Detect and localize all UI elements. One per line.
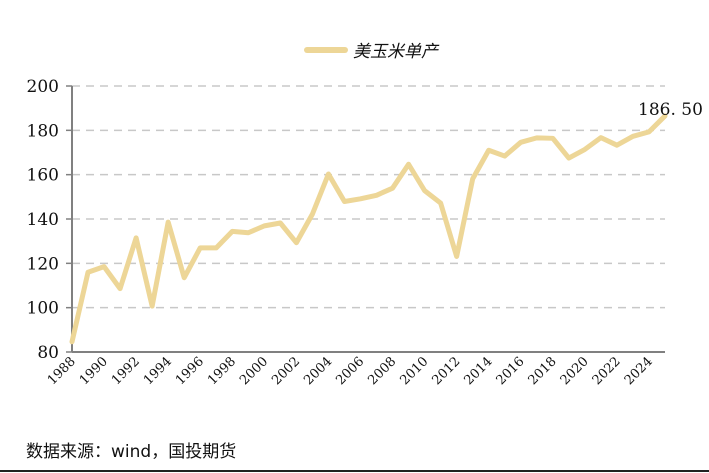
- x-tick-label: 2006: [333, 354, 367, 388]
- x-tick-label: 1998: [205, 354, 239, 388]
- x-tick-label: 1996: [173, 354, 207, 388]
- x-tick-label: 2004: [301, 354, 335, 388]
- x-tick-label: 2008: [365, 354, 399, 388]
- x-tick-label: 2016: [494, 354, 528, 388]
- x-tick-label: 2014: [462, 354, 496, 388]
- y-tick-label: 200: [27, 77, 59, 97]
- x-tick-label: 1990: [77, 354, 111, 388]
- series-line: [69, 113, 668, 345]
- x-tick-label: 2002: [269, 354, 303, 388]
- x-tick-label: 2012: [429, 354, 463, 388]
- y-tick-label: 100: [27, 299, 59, 319]
- y-tick-label: 80: [37, 343, 59, 363]
- x-tick-label: 2000: [237, 354, 271, 388]
- x-tick-label: 2024: [622, 354, 656, 388]
- y-tick-label: 140: [27, 210, 59, 230]
- y-tick-label: 120: [27, 254, 59, 274]
- data-label: 186. 50: [638, 100, 703, 120]
- y-tick-label: 160: [27, 166, 59, 186]
- y-tick-label: 180: [27, 121, 59, 141]
- bottom-divider: [0, 470, 709, 472]
- source-note: 数据来源：wind，国投期货: [26, 442, 237, 462]
- x-tick-label: 2018: [526, 354, 560, 388]
- x-tick-label: 2022: [590, 354, 624, 388]
- x-tick-label: 1994: [141, 354, 175, 388]
- x-tick-label: 2010: [397, 354, 431, 388]
- x-tick-label: 1992: [109, 354, 143, 388]
- legend-label: 美玉米单产: [353, 42, 440, 62]
- x-tick-label: 2020: [558, 354, 592, 388]
